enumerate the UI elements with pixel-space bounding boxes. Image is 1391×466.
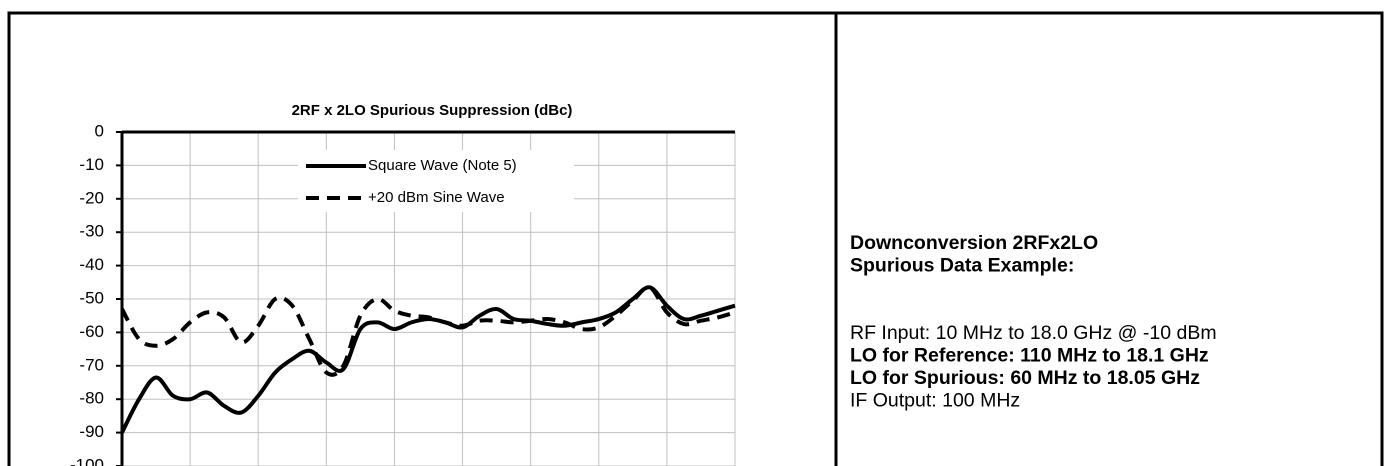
y-tick-label: -40	[79, 255, 104, 274]
legend-label: Square Wave (Note 5)	[368, 157, 517, 174]
legend-box	[298, 150, 574, 212]
legend-label: +20 dBm Sine Wave	[368, 189, 505, 206]
panel-line: LO for Spurious: 60 MHz to 18.05 GHz	[850, 367, 1200, 389]
y-tick-label: -50	[79, 288, 104, 307]
y-tick-label: -70	[79, 355, 104, 374]
panel-line: RF Input: 10 MHz to 18.0 GHz @ -10 dBm	[850, 322, 1217, 344]
y-tick-label: -10	[79, 155, 104, 174]
y-tick-label: -60	[79, 322, 104, 341]
panel-heading: Spurious Data Example:	[850, 255, 1074, 277]
panel-line: LO for Reference: 110 MHz to 18.1 GHz	[850, 345, 1209, 367]
series-line	[120, 285, 736, 434]
chart-title: 2RF x 2LO Spurious Suppression (dBc)	[292, 102, 573, 119]
panel-line: IF Output: 100 MHz	[850, 390, 1020, 412]
y-tick-label: -100	[70, 455, 104, 466]
y-tick-label: -30	[79, 222, 104, 241]
y-tick-label: -80	[79, 389, 104, 408]
series-line	[120, 285, 736, 377]
y-tick-label: 0	[95, 121, 104, 140]
table-border	[7, 11, 1384, 466]
y-tick-label: -90	[79, 422, 104, 441]
y-tick-label: -20	[79, 188, 104, 207]
panel-heading: Downconversion 2RFx2LO	[850, 232, 1098, 254]
